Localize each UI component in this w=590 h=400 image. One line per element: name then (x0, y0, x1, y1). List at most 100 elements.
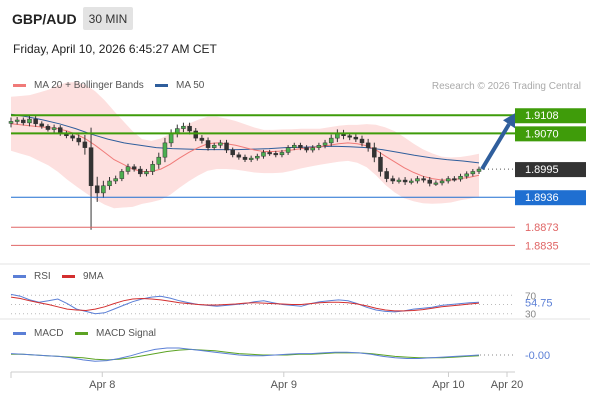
candle-body (101, 185, 106, 194)
macd-swatch (13, 332, 26, 335)
candle (353, 134, 359, 143)
rsi-ma-swatch (62, 275, 75, 278)
legend-macd: MACD (13, 328, 63, 339)
candle (427, 177, 432, 187)
legend-macd-signal: MACD Signal (75, 328, 156, 339)
legend-rsi-ma-label: 9MA (83, 271, 104, 282)
candle-body (273, 153, 279, 156)
legend-rsi-label: RSI (34, 271, 51, 282)
candle-body (458, 175, 463, 180)
candle-body (304, 147, 309, 151)
candle-body (470, 171, 476, 175)
candle (304, 145, 309, 153)
candle (21, 117, 26, 126)
candle-body (107, 180, 112, 187)
candle (156, 152, 162, 169)
candle (372, 142, 377, 163)
candle-body (21, 119, 26, 124)
macd-panel: -0.00 (0, 318, 590, 362)
candle (45, 124, 51, 132)
resistance-price-box (515, 108, 586, 124)
candle-body (452, 178, 457, 181)
candle-body (439, 180, 445, 184)
candle (88, 127, 94, 230)
candle (452, 176, 457, 182)
candle-body (328, 137, 334, 144)
candle-body (230, 149, 235, 156)
bollinger-bands (11, 82, 479, 209)
candle (27, 115, 32, 127)
level-label: 1.8995 (525, 164, 559, 176)
candle (365, 138, 371, 152)
candle-body (119, 171, 125, 179)
legend-ma50-label: MA 50 (176, 80, 205, 91)
timeframe-button[interactable]: 30 MIN (83, 7, 133, 30)
candle (396, 177, 402, 184)
candle-body (181, 125, 186, 129)
candle-body (372, 147, 377, 158)
candle (51, 124, 57, 133)
candle-body (409, 180, 414, 183)
candle (131, 164, 137, 172)
candle (193, 127, 198, 142)
candle-body (82, 141, 88, 148)
candle (433, 180, 439, 186)
level-resistance: 1.9108 (11, 108, 586, 124)
candle-body (33, 118, 38, 125)
candle-body (433, 182, 439, 185)
legend-rsi-ma: 9MA (62, 271, 104, 282)
pivot-price-box (515, 190, 586, 206)
level-label: 1.8835 (525, 240, 559, 252)
candle (279, 149, 285, 158)
candle-body (427, 179, 432, 184)
candle-body (255, 155, 260, 159)
candle (218, 139, 223, 149)
candle-body (131, 166, 137, 170)
candle-body (248, 157, 254, 160)
candle-body (285, 147, 291, 153)
candle (224, 139, 229, 154)
candle-body (224, 142, 229, 151)
candle-body (211, 145, 217, 148)
candle (439, 178, 445, 186)
candle (445, 176, 451, 184)
candle (285, 145, 291, 155)
time-tick-label: Apr 9 (271, 379, 297, 391)
ma50-swatch (155, 84, 168, 87)
copyright-notice: Research © 2026 Trading Central (431, 81, 581, 92)
rsi-swatch (13, 275, 26, 278)
candle-body (421, 178, 426, 181)
level-support: 1.8835 (11, 240, 559, 252)
bollinger-band-fill (11, 82, 479, 209)
candle-body (187, 125, 192, 132)
candle (409, 178, 414, 185)
candle-body (88, 147, 94, 187)
candle-body (279, 152, 285, 156)
candle-body (464, 173, 469, 177)
candle (33, 116, 38, 127)
candle-body (396, 179, 402, 182)
candle (113, 175, 118, 184)
candle-body (39, 123, 45, 127)
ma20-line (10, 123, 480, 181)
candle (82, 134, 88, 155)
ma20-swatch (13, 84, 26, 87)
candle (242, 154, 248, 163)
candle-body (168, 133, 174, 144)
legend-ma50: MA 50 (155, 80, 204, 91)
candle (8, 117, 14, 128)
legend-rsi: RSI (13, 271, 51, 282)
candle-body (150, 164, 155, 172)
candle-body (378, 156, 383, 172)
candle (261, 149, 266, 159)
candle (328, 134, 334, 147)
candle-body (193, 130, 198, 139)
candle-body (94, 185, 100, 194)
level-current: 1.8995 (480, 162, 586, 178)
forecast-arrow-shaft (480, 123, 511, 171)
level-resistance: 1.9070 (11, 126, 586, 142)
candle-body (125, 166, 131, 172)
candle (248, 155, 254, 163)
